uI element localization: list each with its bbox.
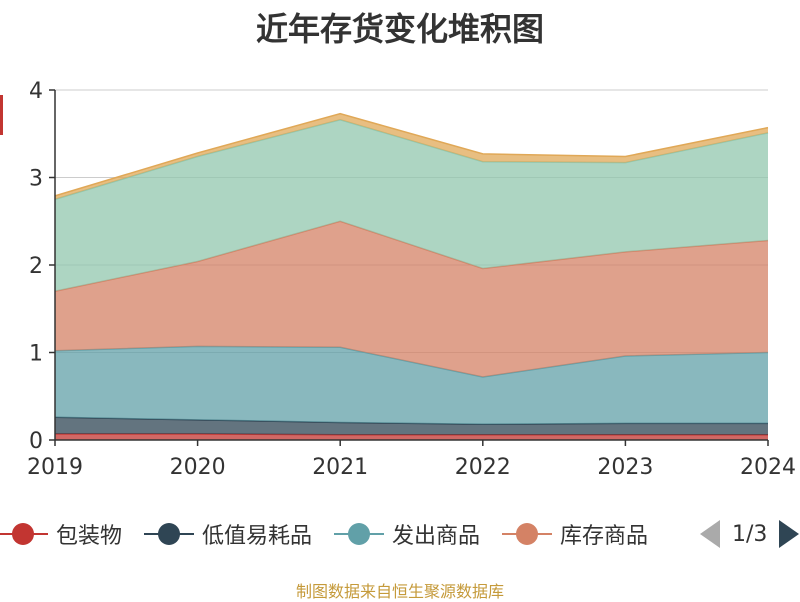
stacked-areas: [54, 112, 769, 440]
y-tick-label: 1: [29, 342, 43, 367]
legend-prev-arrow-icon[interactable]: [700, 520, 720, 548]
legend-next-arrow-icon[interactable]: [779, 520, 800, 548]
x-tick-label: 2021: [312, 455, 368, 480]
area-series-3: [55, 221, 768, 377]
axes: [49, 89, 769, 446]
legend-items-clip: 包装物 低值易耗品 发出商品 库存商品: [0, 514, 683, 554]
x-tick-label: 2019: [27, 455, 83, 480]
legend-pager: 1/3: [700, 514, 800, 554]
line-series-5: [54, 112, 769, 197]
chart-title: 近年存货变化堆积图: [255, 10, 544, 48]
source-note: 制图数据来自恒生聚源数据库: [295, 582, 504, 601]
legend: 包装物 低值易耗品 发出商品 库存商品 1/3: [0, 514, 800, 554]
area-series-1: [55, 417, 768, 435]
y-tick-label: 3: [29, 167, 43, 192]
legend-item[interactable]: 低值易耗品: [144, 514, 312, 554]
legend-item[interactable]: 发出商品: [334, 514, 480, 554]
y-tick-label: 4: [29, 79, 43, 104]
x-tick-label: 2022: [455, 455, 511, 480]
legend-marker-icon: [0, 523, 48, 545]
legend-page-indicator: 1/3: [732, 521, 768, 547]
legend-label: 发出商品: [392, 524, 481, 549]
legend-label: 低值易耗品: [202, 524, 313, 549]
legend-label: 包装物: [56, 524, 123, 549]
legend-marker-icon: [144, 523, 195, 545]
x-tick-label: 2020: [170, 455, 226, 480]
legend-label: 库存商品: [560, 524, 649, 549]
x-tick-label: 2023: [597, 455, 653, 480]
legend-item[interactable]: 库存商品: [502, 514, 648, 554]
y-tick-label: 0: [29, 429, 43, 454]
area-series-2: [55, 346, 768, 425]
y-axis-label-stub: [0, 95, 3, 135]
y-tick-label: 2: [29, 254, 43, 279]
tick-labels: 0 1 2 3 4 2019 2020 2021 2022 2023 2024: [27, 79, 796, 480]
legend-marker-icon: [502, 523, 553, 545]
legend-marker-icon: [334, 523, 385, 545]
x-tick-label: 2024: [740, 455, 796, 480]
legend-item[interactable]: 包装物: [0, 514, 122, 554]
